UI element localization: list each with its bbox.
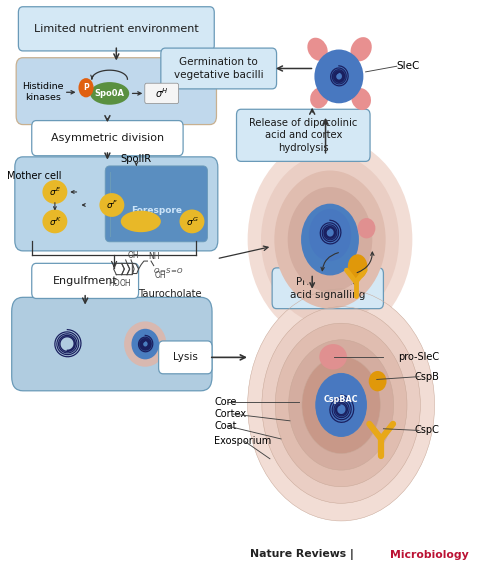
Text: NH: NH [148,252,160,260]
Ellipse shape [261,154,399,325]
Ellipse shape [121,210,161,232]
FancyBboxPatch shape [161,48,277,89]
Text: Nature Reviews |: Nature Reviews | [250,549,358,560]
Text: Germination to
vegetative bacilli: Germination to vegetative bacilli [174,57,264,80]
FancyBboxPatch shape [105,166,208,242]
FancyBboxPatch shape [18,7,214,51]
Ellipse shape [314,50,363,104]
FancyBboxPatch shape [12,297,212,391]
Text: $\sigma^G$: $\sigma^G$ [186,215,199,228]
Ellipse shape [351,88,371,110]
Text: pro-SleC: pro-SleC [398,352,439,362]
Text: CspBAC: CspBAC [324,395,359,404]
FancyBboxPatch shape [237,109,370,161]
Ellipse shape [308,38,328,61]
Text: OH: OH [154,271,166,280]
Text: OH: OH [127,251,139,260]
FancyBboxPatch shape [15,157,218,251]
Ellipse shape [99,193,124,217]
FancyBboxPatch shape [32,121,183,156]
Ellipse shape [262,307,420,503]
Text: SleC: SleC [397,61,420,72]
Text: Exosporium: Exosporium [214,436,271,446]
Text: CspC: CspC [414,426,439,435]
Text: $\sigma^H$: $\sigma^H$ [155,86,169,100]
FancyBboxPatch shape [159,341,212,374]
FancyBboxPatch shape [272,268,383,309]
FancyBboxPatch shape [16,58,216,125]
Text: Histidine
kinases: Histidine kinases [22,82,64,102]
FancyBboxPatch shape [32,263,139,299]
Ellipse shape [302,356,380,454]
Ellipse shape [369,371,387,391]
Ellipse shape [350,37,372,61]
Ellipse shape [274,170,386,308]
Ellipse shape [319,344,347,370]
Ellipse shape [310,88,329,108]
Text: Microbiology: Microbiology [390,550,469,560]
Ellipse shape [179,209,204,233]
Text: HO: HO [108,279,120,288]
Text: $\sigma^K$: $\sigma^K$ [49,215,61,228]
Text: Forespore: Forespore [131,205,182,214]
Ellipse shape [132,329,159,359]
Ellipse shape [248,289,435,521]
Text: Taurocholate: Taurocholate [138,289,201,299]
Ellipse shape [90,82,129,105]
Text: OH: OH [120,279,131,288]
FancyBboxPatch shape [145,83,179,104]
Ellipse shape [315,373,367,437]
Text: Spo0A: Spo0A [94,89,125,98]
Text: Release of dipocolinic
acid and cortex
hydrolysis: Release of dipocolinic acid and cortex h… [249,117,358,153]
Ellipse shape [289,340,394,470]
Text: Core: Core [214,397,237,407]
Ellipse shape [124,321,166,367]
Text: Primary bile
acid signalling: Primary bile acid signalling [290,277,365,300]
Text: Cortex: Cortex [214,409,246,419]
Ellipse shape [316,374,366,436]
Circle shape [79,78,94,97]
Text: Lysis: Lysis [173,352,198,363]
Text: $\sigma^E$: $\sigma^E$ [49,186,61,198]
Circle shape [348,255,367,279]
Ellipse shape [275,323,407,487]
Text: CspB: CspB [414,372,439,382]
Text: Engulfment: Engulfment [53,276,118,286]
Text: Limited nutrient environment: Limited nutrient environment [34,24,199,34]
Ellipse shape [358,218,375,239]
Text: SpollR: SpollR [121,154,152,164]
Text: Mother cell: Mother cell [7,170,61,181]
Ellipse shape [309,209,351,261]
Text: $\sigma^F$: $\sigma^F$ [106,199,118,211]
Text: $O=\!S\!=\!O$: $O=\!S\!=\!O$ [153,266,184,275]
Ellipse shape [248,137,412,341]
Text: Asymmetric division: Asymmetric division [51,133,164,143]
Ellipse shape [301,204,359,276]
Text: P: P [83,84,89,92]
Ellipse shape [42,209,67,233]
Ellipse shape [288,187,372,292]
Ellipse shape [42,180,67,204]
Text: Coat: Coat [214,421,237,431]
